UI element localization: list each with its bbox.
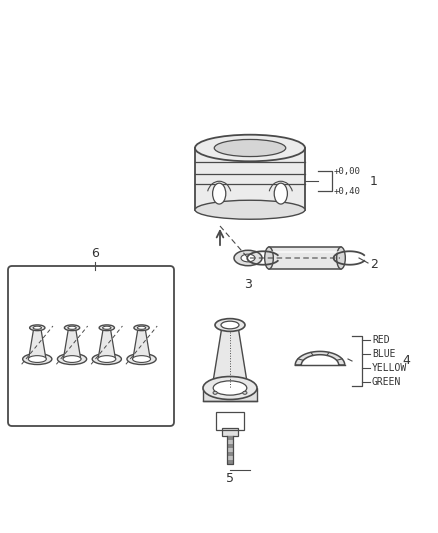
Text: 5: 5: [226, 472, 234, 485]
Text: 2: 2: [370, 257, 378, 271]
Bar: [227, 436, 233, 440]
Polygon shape: [295, 351, 345, 365]
Polygon shape: [98, 328, 116, 359]
Ellipse shape: [265, 247, 273, 269]
Text: 3: 3: [244, 278, 252, 291]
Ellipse shape: [241, 254, 255, 262]
Ellipse shape: [337, 247, 345, 269]
Ellipse shape: [195, 200, 305, 219]
Ellipse shape: [57, 353, 87, 365]
FancyBboxPatch shape: [222, 428, 238, 436]
Text: 4: 4: [402, 354, 410, 367]
Ellipse shape: [215, 319, 245, 332]
Polygon shape: [28, 328, 46, 359]
Ellipse shape: [234, 251, 262, 265]
FancyBboxPatch shape: [8, 266, 174, 426]
Text: 1: 1: [370, 175, 378, 188]
Ellipse shape: [212, 183, 226, 204]
Ellipse shape: [28, 356, 46, 362]
Text: BLUE: BLUE: [372, 349, 396, 359]
Ellipse shape: [99, 325, 114, 330]
Ellipse shape: [203, 376, 257, 399]
Ellipse shape: [102, 326, 111, 329]
Ellipse shape: [98, 356, 116, 362]
Bar: [227, 460, 233, 464]
Bar: [227, 452, 233, 456]
Ellipse shape: [133, 356, 151, 362]
Ellipse shape: [213, 391, 217, 394]
Polygon shape: [133, 328, 150, 359]
Ellipse shape: [195, 135, 305, 161]
Ellipse shape: [138, 326, 146, 329]
FancyBboxPatch shape: [195, 148, 305, 210]
FancyBboxPatch shape: [203, 388, 257, 401]
Ellipse shape: [63, 356, 81, 362]
Ellipse shape: [214, 140, 286, 157]
Ellipse shape: [64, 325, 80, 330]
Ellipse shape: [221, 321, 239, 329]
Polygon shape: [212, 325, 248, 388]
Ellipse shape: [23, 353, 52, 365]
Polygon shape: [64, 328, 81, 359]
Ellipse shape: [68, 326, 76, 329]
Ellipse shape: [127, 353, 156, 365]
Text: YELLOW: YELLOW: [372, 363, 407, 373]
Ellipse shape: [134, 325, 149, 330]
Text: +0,00: +0,00: [334, 167, 361, 176]
Bar: [227, 440, 233, 444]
FancyBboxPatch shape: [269, 247, 341, 269]
Text: GREEN: GREEN: [372, 377, 401, 387]
Ellipse shape: [213, 381, 247, 395]
Ellipse shape: [243, 391, 247, 394]
Ellipse shape: [33, 326, 42, 329]
Bar: [227, 448, 233, 452]
Ellipse shape: [274, 183, 287, 204]
Text: RED: RED: [372, 335, 390, 345]
Bar: [227, 444, 233, 448]
Bar: [227, 456, 233, 460]
Text: 6: 6: [91, 247, 99, 260]
Text: +0,40: +0,40: [334, 187, 361, 196]
Ellipse shape: [92, 353, 121, 365]
Ellipse shape: [30, 325, 45, 330]
